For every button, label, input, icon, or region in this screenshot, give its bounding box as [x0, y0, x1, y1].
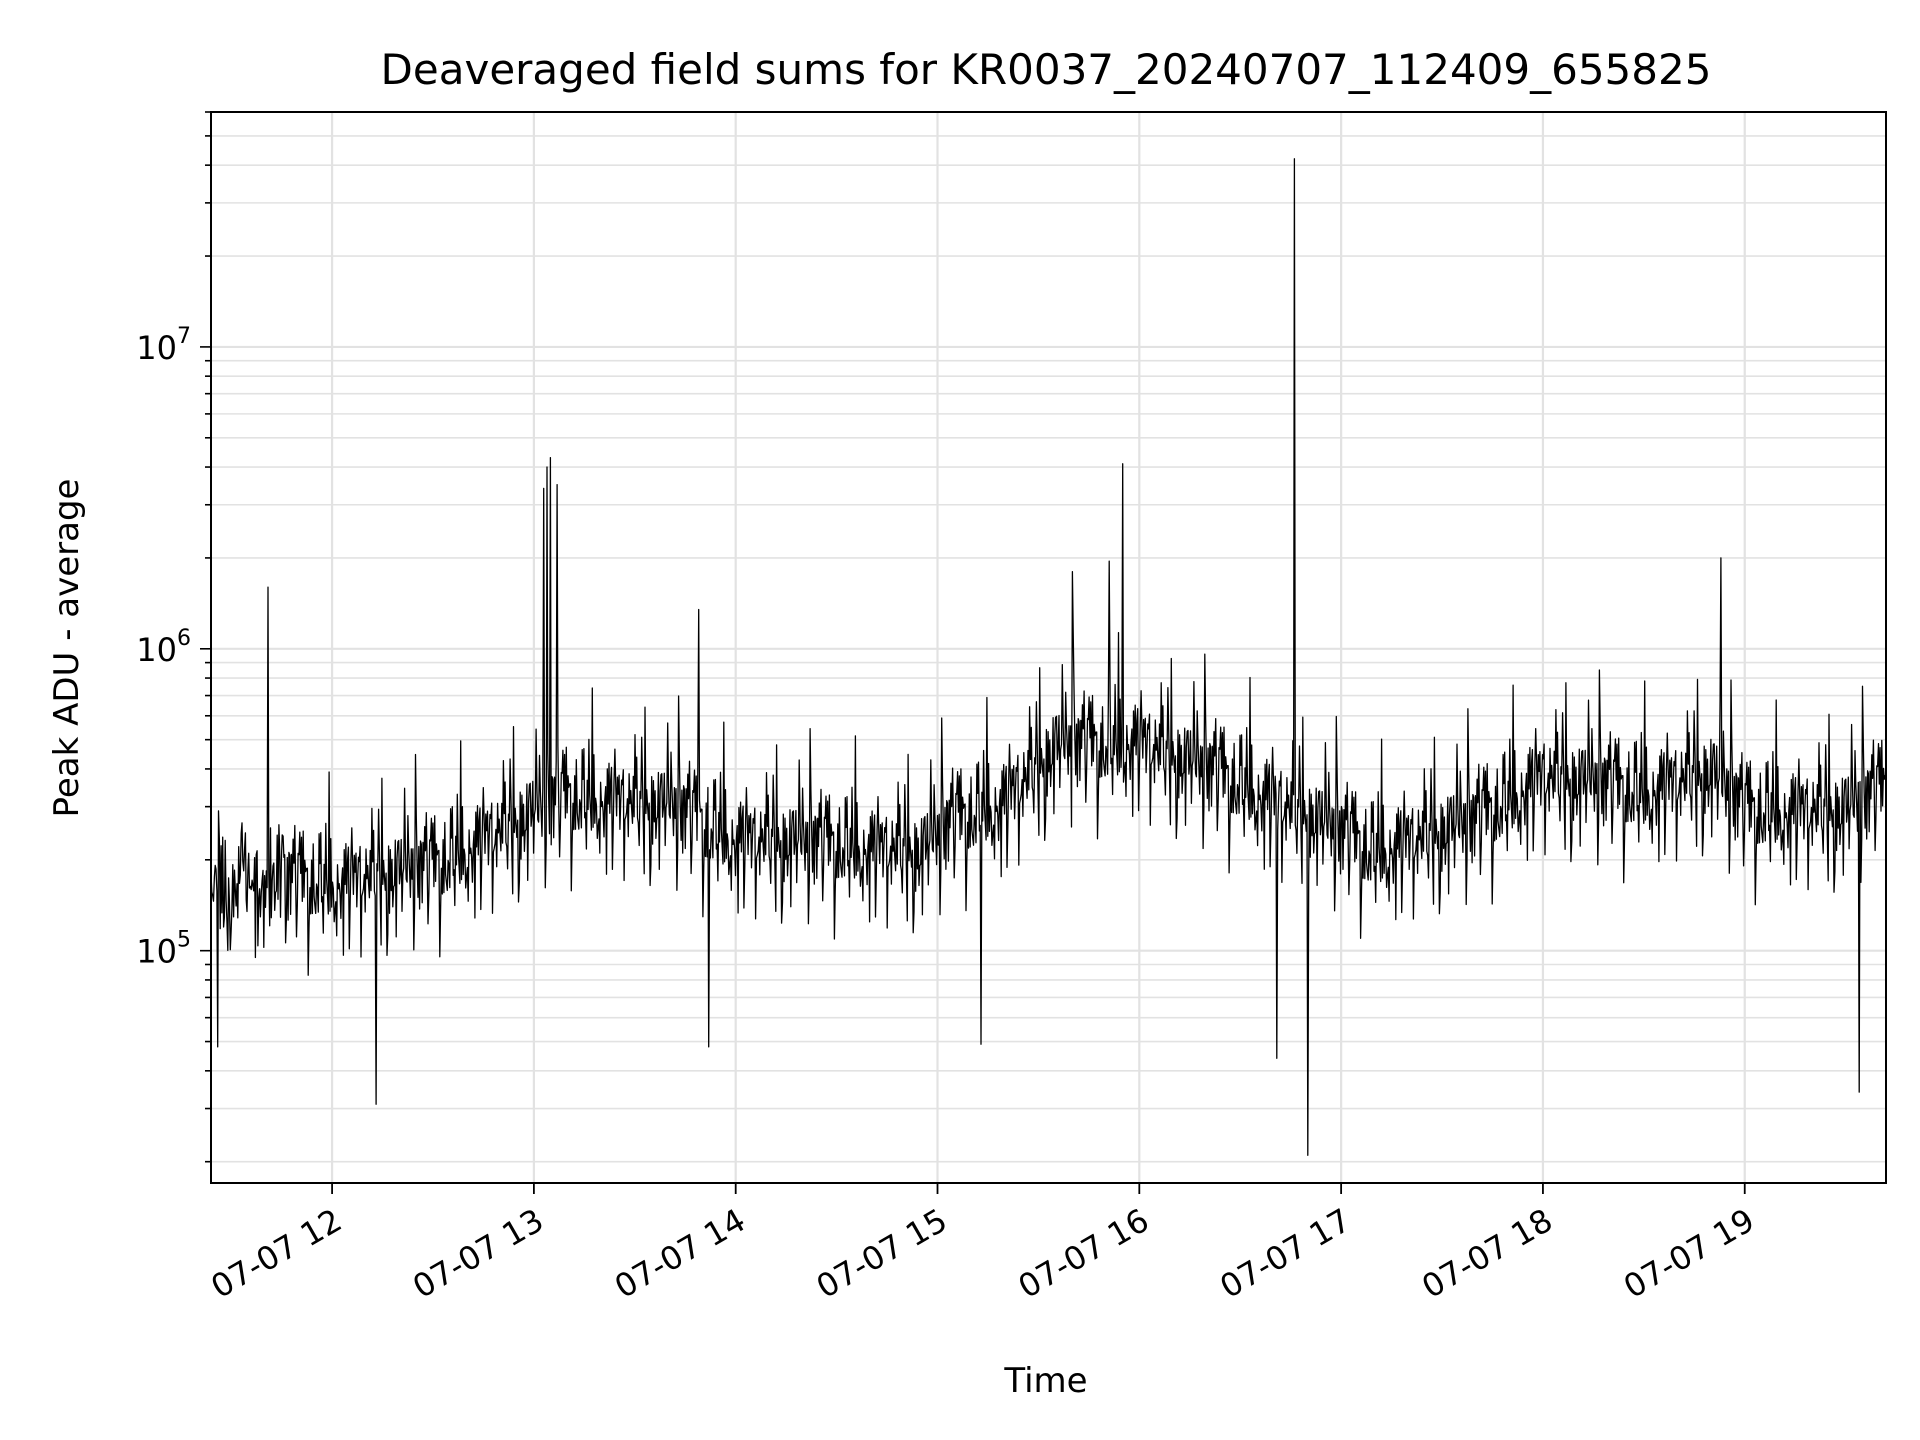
series-line: [210, 158, 1887, 1156]
y-tick-label: 107: [136, 324, 191, 367]
y-tick-label: 105: [136, 928, 191, 971]
y-axis: 105 106 107: [136, 111, 211, 1163]
y-tick-label: 106: [136, 626, 191, 669]
data-series: [210, 158, 1887, 1156]
chart-title: Deaveraged field sums for KR0037_2024070…: [381, 45, 1712, 94]
plot-frame: [210, 111, 1887, 1184]
x-axis-label: Time: [1003, 1361, 1087, 1401]
y-axis-label: Peak ADU - average: [47, 479, 87, 818]
